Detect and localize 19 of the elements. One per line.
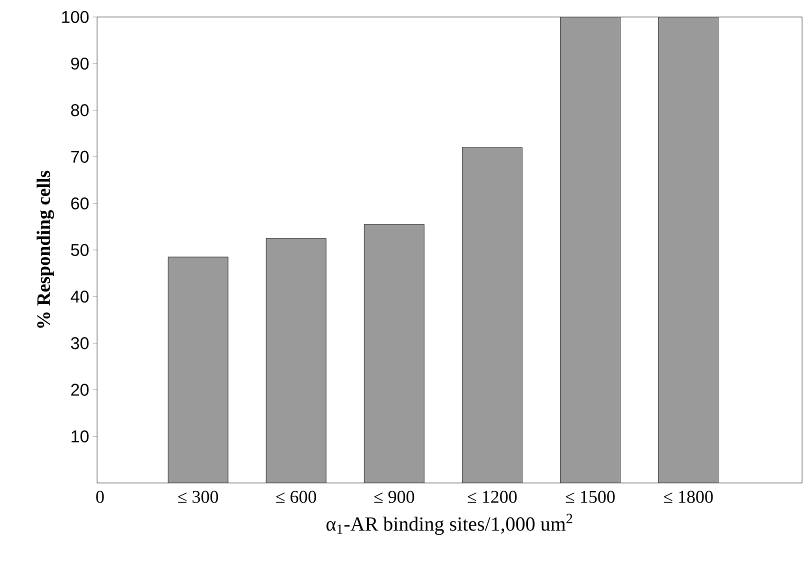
- y-axis-title: % Responding cells: [36, 170, 54, 328]
- x-tick-label: ≤ 1800: [664, 490, 713, 503]
- y-tick-label: 80: [71, 104, 89, 116]
- y-tick-label: 50: [71, 244, 89, 256]
- y-tick-label: 10: [72, 430, 89, 442]
- y-tick-label: 100: [62, 10, 89, 24]
- x-tick-label: ≤ 300: [178, 490, 218, 503]
- y-tick-label: 20: [71, 384, 89, 396]
- x-tick-label: ≤ 600: [276, 490, 316, 503]
- y-tick-label: 70: [71, 150, 89, 163]
- x-tick-label: 0: [96, 490, 104, 503]
- y-tick-label: 60: [71, 197, 89, 210]
- y-tick-label: 90: [71, 58, 89, 70]
- x-axis-title: α$_{1}$-AR binding sites/1,000 um$^{2}$: [326, 514, 572, 535]
- x-tick-label: ≤ 1200: [468, 490, 517, 503]
- y-tick-label: 40: [70, 290, 89, 303]
- x-tick-label: ≤ 1500: [566, 490, 615, 503]
- x-tick-label: ≤ 900: [374, 490, 414, 503]
- y-tick-label: 30: [71, 337, 89, 350]
